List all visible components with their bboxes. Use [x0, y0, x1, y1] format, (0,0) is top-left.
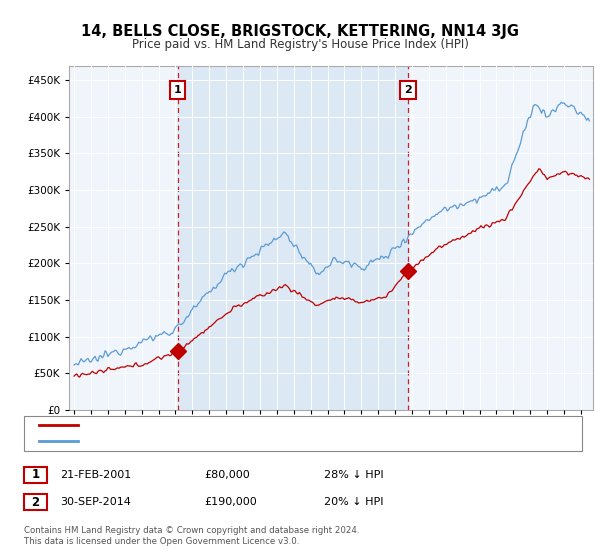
- Text: HPI: Average price, detached house, North Northamptonshire: HPI: Average price, detached house, Nort…: [85, 436, 386, 446]
- Text: 21-FEB-2001: 21-FEB-2001: [60, 470, 131, 480]
- Text: 14, BELLS CLOSE, BRIGSTOCK, KETTERING, NN14 3JG (detached house): 14, BELLS CLOSE, BRIGSTOCK, KETTERING, N…: [85, 421, 434, 431]
- Text: £80,000: £80,000: [204, 470, 250, 480]
- Text: 28% ↓ HPI: 28% ↓ HPI: [324, 470, 383, 480]
- Text: £190,000: £190,000: [204, 497, 257, 507]
- Text: 20% ↓ HPI: 20% ↓ HPI: [324, 497, 383, 507]
- Bar: [178, 66, 408, 410]
- Text: 14, BELLS CLOSE, BRIGSTOCK, KETTERING, NN14 3JG: 14, BELLS CLOSE, BRIGSTOCK, KETTERING, N…: [81, 24, 519, 39]
- Text: 1: 1: [174, 85, 182, 95]
- Text: 30-SEP-2014: 30-SEP-2014: [60, 497, 131, 507]
- Text: Price paid vs. HM Land Registry's House Price Index (HPI): Price paid vs. HM Land Registry's House …: [131, 38, 469, 51]
- Text: 2: 2: [31, 496, 40, 509]
- Text: 1: 1: [31, 468, 40, 482]
- Text: Contains HM Land Registry data © Crown copyright and database right 2024.
This d: Contains HM Land Registry data © Crown c…: [24, 526, 359, 546]
- Text: 2: 2: [404, 85, 412, 95]
